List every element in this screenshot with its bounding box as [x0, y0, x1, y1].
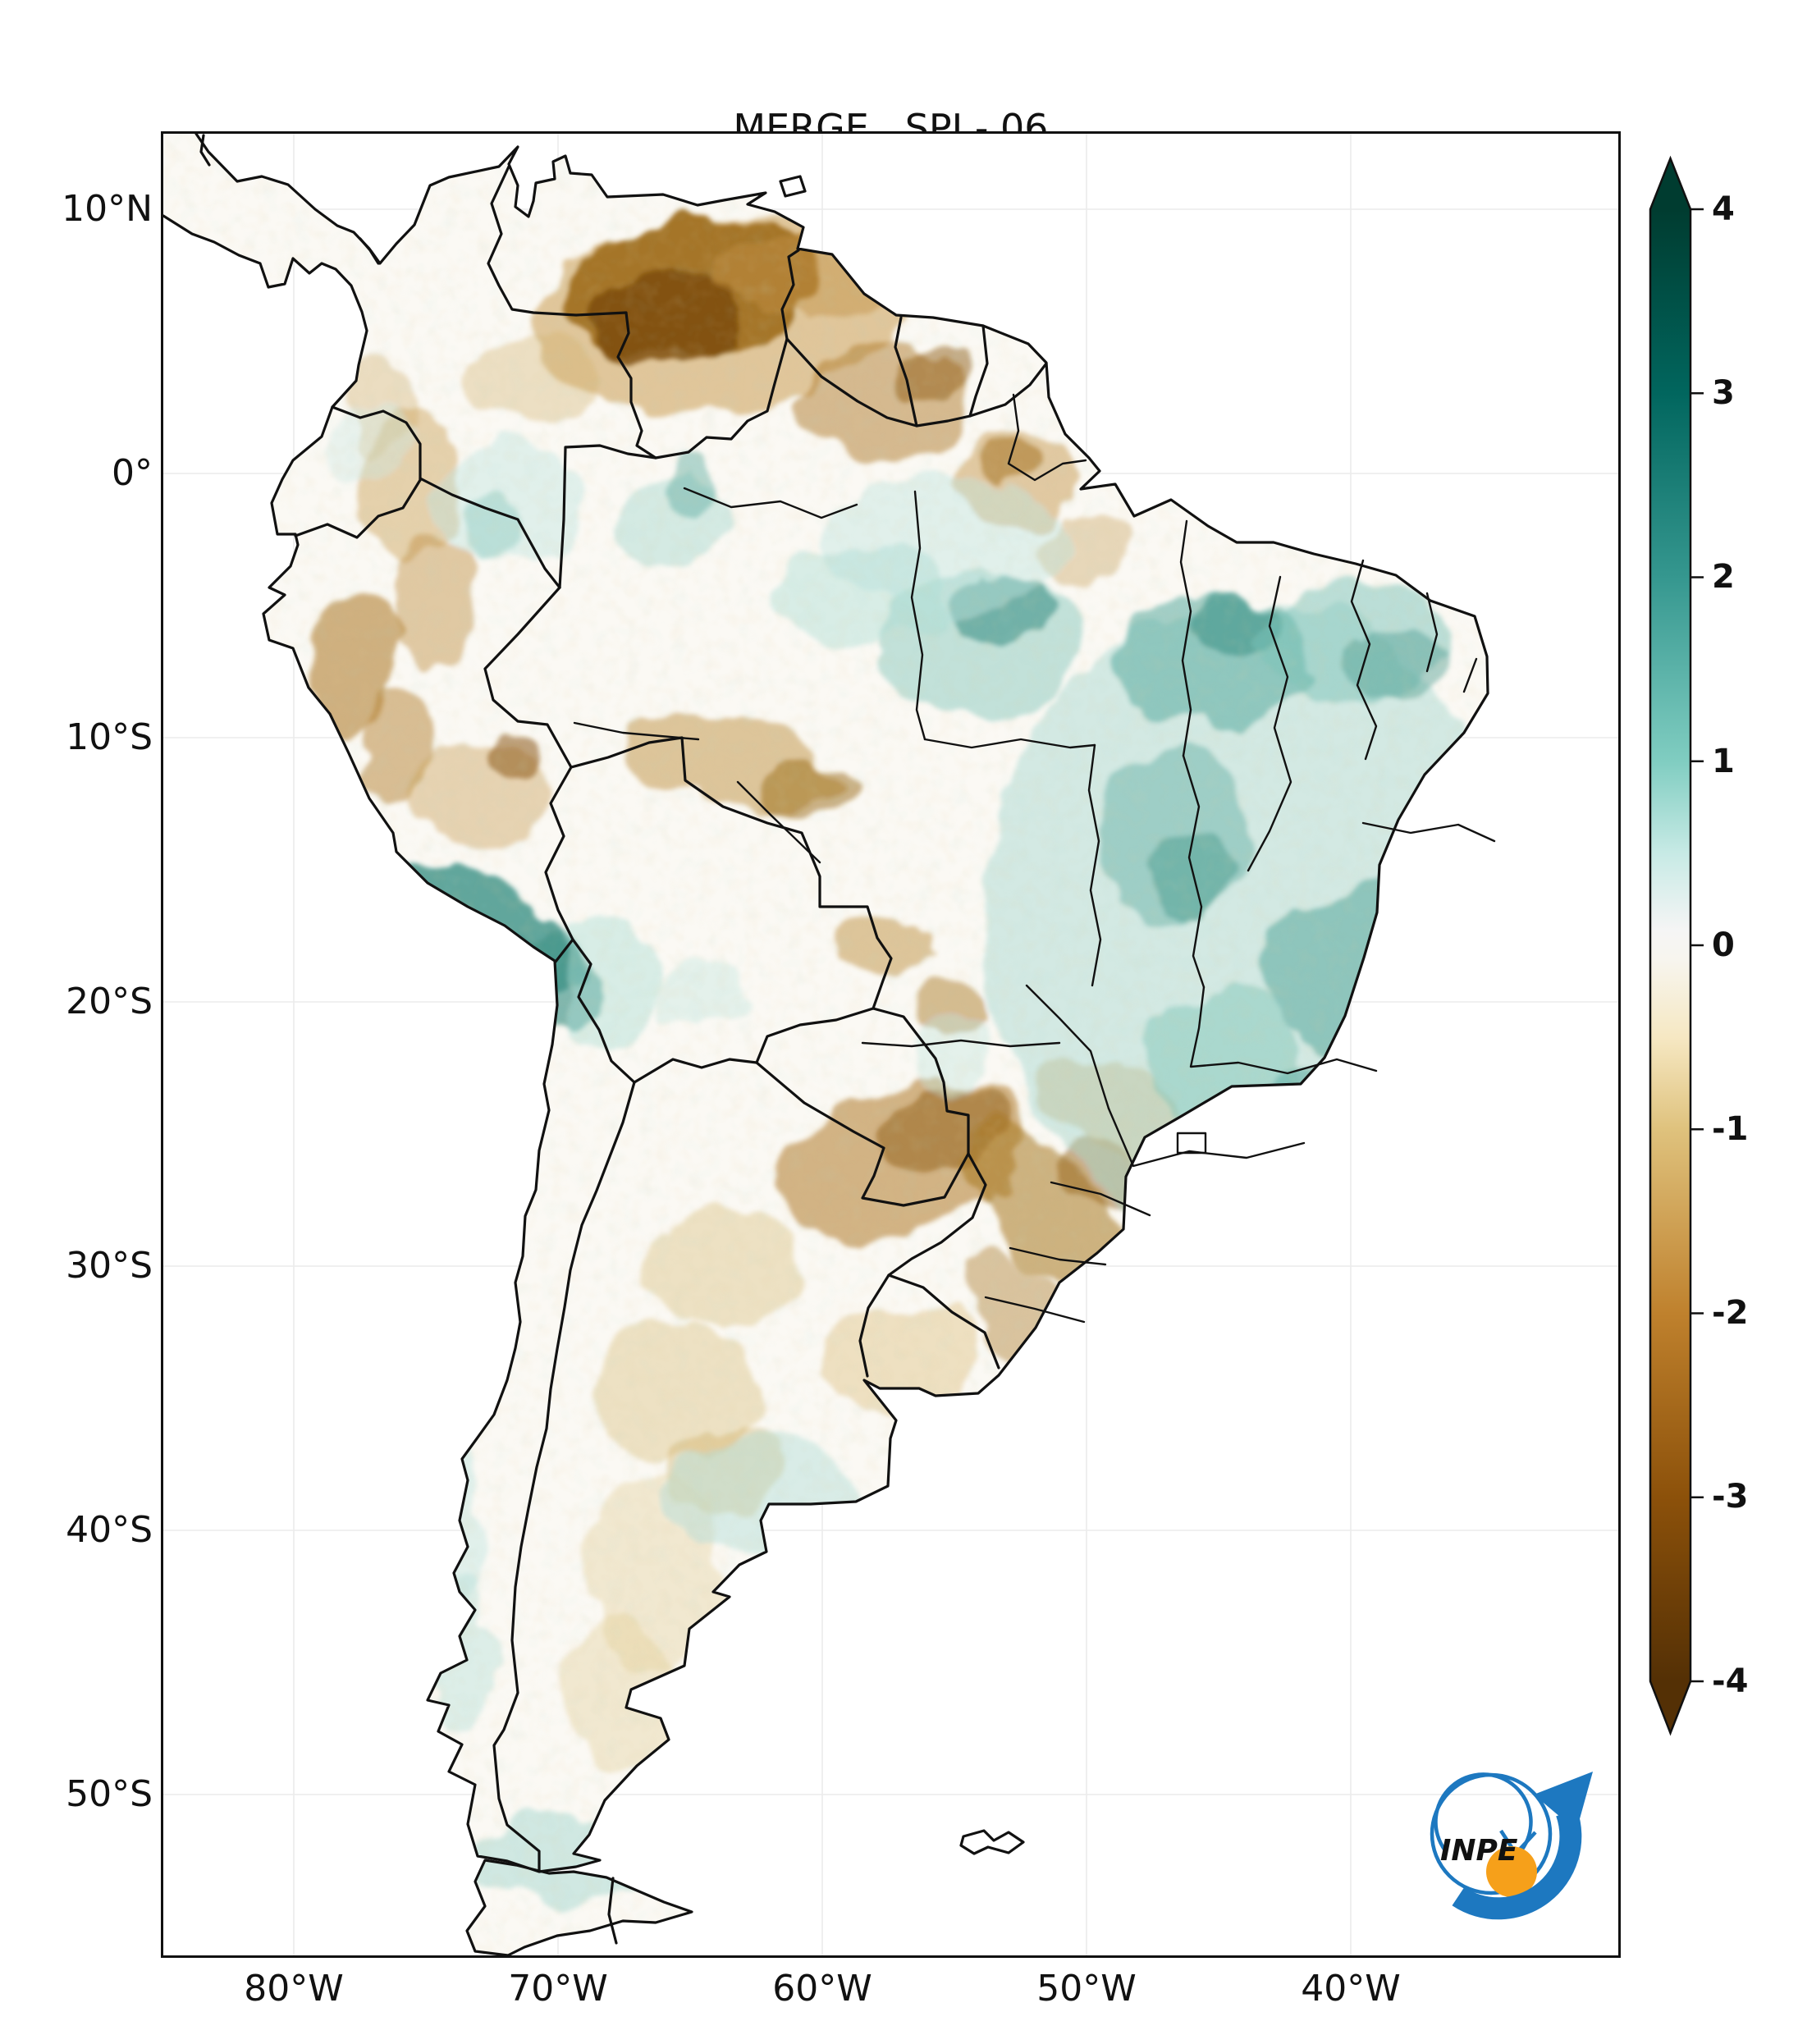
- lat-tick-label: 10°S: [66, 716, 153, 758]
- colorbar-tick-label: -4: [1712, 1662, 1749, 1700]
- inpe-logo-orange-dot: [1486, 1846, 1537, 1897]
- lat-tick-label: 30°S: [66, 1245, 153, 1287]
- colorbar-tick-label: 3: [1712, 374, 1735, 412]
- lon-tick-label: 80°W: [244, 1968, 344, 2010]
- map-axes: INPE: [161, 131, 1621, 1958]
- colorbar-tick-label: 2: [1712, 558, 1735, 596]
- lon-tick-label: 50°W: [1036, 1968, 1137, 2010]
- lon-tick-label: 60°W: [772, 1968, 872, 2010]
- lat-tick-label: 50°S: [66, 1773, 153, 1815]
- lat-tick-label: 20°S: [66, 981, 153, 1022]
- state-borders: [573, 393, 1496, 1324]
- lon-tick-label: 40°W: [1301, 1968, 1401, 2010]
- colorbar-tick-label: 4: [1712, 190, 1735, 228]
- country-borders: [163, 134, 1489, 1955]
- inpe-logo-swoosh: [1452, 1809, 1582, 1920]
- colorbar-tick-label: 1: [1712, 743, 1735, 780]
- colorbar: [1649, 155, 1704, 1736]
- colorbar-tick-label: 0: [1712, 926, 1735, 964]
- colorbar-gradient: [1649, 155, 1692, 1736]
- inpe-logo: INPE: [1430, 1772, 1593, 1920]
- inpe-logo-spiral: [1434, 1772, 1533, 1852]
- lat-tick-label: 10°N: [62, 188, 153, 230]
- colorbar-tick-label: -2: [1712, 1294, 1749, 1332]
- colorbar-tick-label: -3: [1712, 1478, 1749, 1516]
- lat-tick-label: 40°S: [66, 1509, 153, 1551]
- lat-tick-label: 0°: [112, 452, 153, 494]
- south-america-map: INPE: [163, 134, 1618, 1955]
- inpe-logo-text: INPE: [1440, 1834, 1518, 1868]
- colorbar-tick-label: -1: [1712, 1110, 1749, 1148]
- inpe-logo-swoosh-arrowhead: [1534, 1772, 1593, 1831]
- lon-tick-label: 70°W: [508, 1968, 608, 2010]
- colorbar-tick-marks: [1690, 208, 1704, 1683]
